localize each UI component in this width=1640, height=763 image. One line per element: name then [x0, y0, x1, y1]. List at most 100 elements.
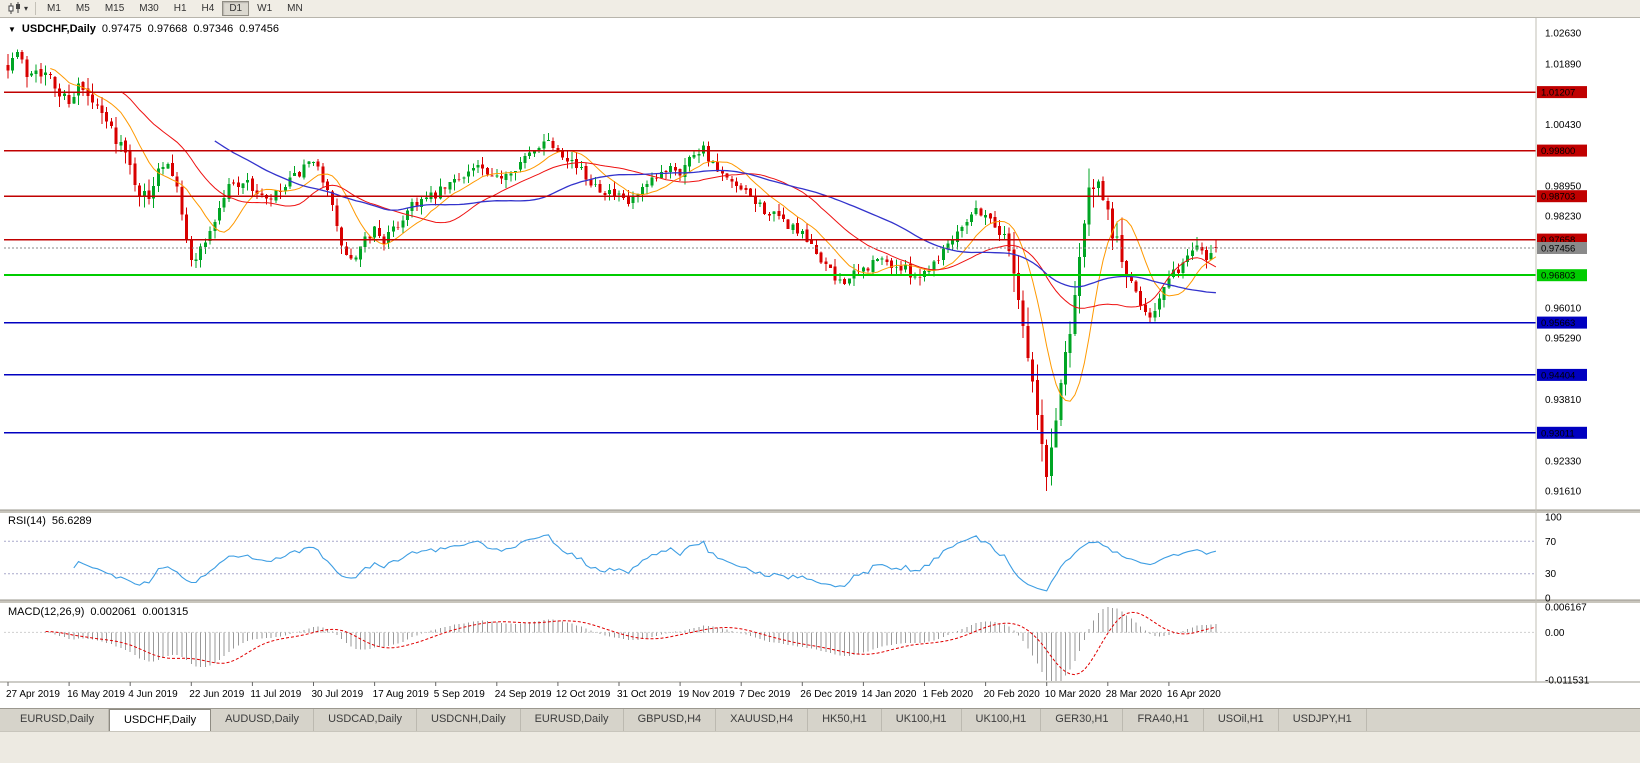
price-tick-label: 0.91610: [1545, 487, 1582, 498]
candlestick-chart-icon: [8, 2, 20, 14]
chart-canvas[interactable]: 1.02630 1.01890 1.00430 0.98950 0.98230 0.960…: [0, 18, 1640, 708]
timeframe-button-d1[interactable]: D1: [222, 1, 250, 16]
timeframe-button-m5[interactable]: M5: [75, 3, 90, 14]
chart-tab-usdcad-daily-3[interactable]: USDCAD,Daily: [314, 709, 418, 731]
macd-scale-label: 0.00: [1545, 628, 1565, 639]
price-tick-label: 0.95290: [1545, 334, 1582, 345]
date-label: 16 May 2019: [67, 689, 125, 700]
price-tick-label: 1.01890: [1545, 59, 1582, 70]
timeframe-button-h4[interactable]: H4: [201, 3, 215, 14]
price-tick-label: 0.98230: [1545, 211, 1582, 222]
date-label: 4 Jun 2019: [128, 689, 178, 700]
chart-tab-eurusd-daily-5[interactable]: EURUSD,Daily: [521, 709, 624, 731]
chart-tab-gbpusd-h4-6[interactable]: GBPUSD,H4: [624, 709, 717, 731]
macd-signal-line: [45, 611, 1217, 676]
date-label: 5 Sep 2019: [434, 689, 486, 700]
chart-window: 1.02630 1.01890 1.00430 0.98950 0.98230 0.960…: [0, 18, 1640, 708]
price-tag-0.95663: [1537, 316, 1587, 329]
price-tick-label: 0.96010: [1545, 304, 1582, 315]
price-tag-0.94404: [1537, 368, 1587, 381]
macd-histogram: [45, 606, 1217, 681]
timeframe-button-w1[interactable]: W1: [257, 3, 273, 14]
candles-layer: [6, 49, 1218, 491]
price-tag-label: 0.98703: [1541, 192, 1575, 203]
panel-separator-handle[interactable]: [0, 510, 1640, 513]
price-tag-0.96803: [1537, 269, 1587, 282]
date-label: 14 Jan 2020: [861, 689, 916, 700]
date-label: 28 Mar 2020: [1106, 689, 1163, 700]
chart-tab-fra40-h1-12[interactable]: FRA40,H1: [1123, 709, 1204, 731]
date-label: 31 Oct 2019: [617, 689, 672, 700]
collapse-arrow-icon[interactable]: ▼: [8, 24, 16, 34]
price-tag-1.01207: [1537, 86, 1587, 99]
price-tag-0.97456: [1537, 242, 1587, 254]
dropdown-arrow-icon: ▾: [24, 3, 29, 13]
horizontal-lines-layer[interactable]: [4, 91, 1536, 434]
price-tag-label: 0.99800: [1541, 146, 1575, 157]
date-label: 11 Jul 2019: [250, 689, 301, 700]
price-tag-label: 0.94404: [1541, 370, 1575, 381]
chart-tab-usdjpy-h1-14[interactable]: USDJPY,H1: [1279, 709, 1367, 731]
date-label: 19 Nov 2019: [678, 689, 735, 700]
date-axis[interactable]: 27 Apr 2019 16 May 2019 4 Jun 2019 22 Jun 2…: [6, 682, 1221, 700]
price-tick-label: 0.93810: [1545, 395, 1582, 406]
timeframe-buttons: M1 M5 M15 M30 H1 H4 D1 W1 MN: [40, 1, 310, 16]
price-tick-label: 1.02630: [1545, 29, 1582, 40]
price-tag-label: 0.95663: [1541, 318, 1575, 329]
chart-tab-ger30-h1-11[interactable]: GER30,H1: [1041, 709, 1124, 731]
date-label: 12 Oct 2019: [556, 689, 611, 700]
price-tick-label: 0.98950: [1545, 181, 1582, 192]
chart-tab-eurusd-daily-0[interactable]: EURUSD,Daily: [6, 709, 109, 731]
top-toolbar: ▾ M1 M5 M15 M30 H1 H4 D1 W1 MN: [0, 0, 1640, 18]
status-bar: [0, 731, 1640, 763]
rsi-scale-label: 70: [1545, 537, 1557, 548]
price-tag-label: 0.93011: [1541, 428, 1575, 439]
macd-scale-label: 0.006167: [1545, 603, 1587, 614]
date-label: 10 Mar 2020: [1045, 689, 1102, 700]
timeframe-button-mn[interactable]: MN: [287, 3, 303, 14]
price-tick-label: 0.92330: [1545, 457, 1582, 468]
date-label: 27 Apr 2019: [6, 689, 60, 700]
date-label: 17 Aug 2019: [373, 689, 430, 700]
rsi-line: [73, 534, 1217, 592]
price-axis: 1.02630 1.01890 1.00430 0.98950 0.98230 0.960…: [1537, 29, 1587, 498]
rsi-scale-label: 0: [1545, 594, 1551, 605]
date-label: 24 Sep 2019: [495, 689, 552, 700]
rsi-scale-label: 30: [1545, 569, 1557, 580]
macd-scale-label: -0.011531: [1545, 676, 1590, 687]
date-label: 7 Dec 2019: [739, 689, 791, 700]
price-tag-0.99800: [1537, 144, 1587, 157]
chart-tab-uk100-h1-10[interactable]: UK100,H1: [962, 709, 1042, 731]
panel-separator-handle[interactable]: [0, 600, 1640, 603]
panel-separators[interactable]: [0, 18, 1640, 683]
ma-25-line: [120, 91, 1217, 309]
chart-tab-uk100-h1-9[interactable]: UK100,H1: [882, 709, 962, 731]
chart-tab-usdchf-daily-1[interactable]: USDCHF,Daily: [108, 709, 212, 731]
ma-10-line: [50, 68, 1217, 402]
date-label: 20 Feb 2020: [984, 689, 1041, 700]
date-label: 1 Feb 2020: [923, 689, 974, 700]
moving-averages-layer: [50, 68, 1217, 402]
chart-tabs-bar: EURUSD,Daily USDCHF,Daily AUDUSD,Daily USDC…: [0, 708, 1640, 731]
chart-tab-audusd-daily-2[interactable]: AUDUSD,Daily: [211, 709, 315, 731]
chart-tab-usdcnh-daily-4[interactable]: USDCNH,Daily: [417, 709, 521, 731]
rsi-panel: 100 70 30 0: [4, 513, 1562, 605]
price-tag-label: 0.97658: [1541, 235, 1575, 246]
price-tag-0.93011: [1537, 426, 1587, 439]
price-tag-label: 0.96803: [1541, 271, 1575, 282]
chart-type-button[interactable]: ▾: [4, 1, 31, 17]
timeframe-button-m30[interactable]: M30: [139, 3, 159, 14]
price-tag-label: 0.97456: [1541, 244, 1575, 255]
timeframe-button-m1[interactable]: M1: [47, 3, 61, 14]
chart-tab-xauusd-h4-7[interactable]: XAUUSD,H4: [716, 709, 809, 731]
ma-45-line: [214, 140, 1216, 294]
chart-tab-usoil-h1-13[interactable]: USOil,H1: [1204, 709, 1279, 731]
date-label: 16 Apr 2020: [1167, 689, 1221, 700]
timeframe-button-m15[interactable]: M15: [104, 3, 125, 14]
macd-panel: 0.006167 0.00 -0.011531: [4, 603, 1590, 687]
timeframe-button-h1[interactable]: H1: [173, 3, 187, 14]
price-tick-label: 1.00430: [1545, 120, 1582, 131]
rsi-scale-label: 100: [1545, 513, 1562, 524]
chart-tab-hk50-h1-8[interactable]: HK50,H1: [808, 709, 882, 731]
price-tag-0.98703: [1537, 190, 1587, 203]
